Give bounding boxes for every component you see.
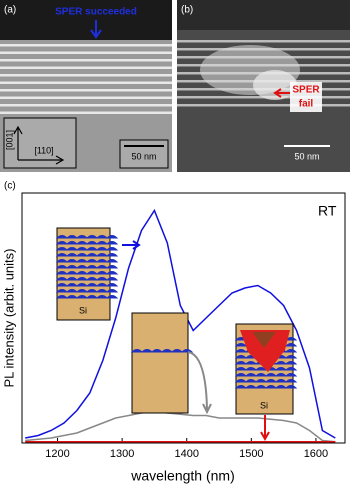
panel-label: (b) [181, 5, 193, 16]
orientation-label: [110] [34, 145, 53, 155]
layer [55, 265, 119, 269]
layer [234, 379, 298, 383]
layer [55, 271, 119, 275]
annotation: fail [299, 99, 314, 110]
y-axis-label: PL intensity (arbit. units) [1, 249, 16, 388]
plot-frame [21, 192, 346, 444]
tem-region [177, 0, 350, 30]
x-axis-label: wavelength (nm) [130, 468, 235, 484]
layer [177, 104, 350, 107]
annotation: SPER [292, 85, 320, 96]
layer [0, 74, 172, 77]
layer [0, 104, 172, 107]
annotation: RT [318, 203, 337, 219]
layer [234, 385, 298, 389]
x-tick-label: 1400 [174, 448, 198, 460]
layer [0, 81, 172, 84]
arrow [90, 20, 102, 39]
arrow [187, 351, 212, 415]
annotation: SPER succeeded [55, 7, 137, 18]
defect [252, 332, 276, 348]
layer [0, 59, 172, 62]
layer [0, 44, 172, 47]
panel-b: (b) SPER fail 50 nm [177, 0, 350, 172]
layer [55, 295, 119, 299]
inset [131, 312, 189, 414]
x-tick-label: 1300 [110, 448, 134, 460]
x-tick-label: 1200 [45, 448, 69, 460]
x-tick-label: 1600 [304, 448, 328, 460]
layer [0, 96, 172, 99]
chart: (c) RT PL intensity (arbit. units) wavel… [1, 181, 346, 484]
scale-label: 50 nm [131, 151, 156, 161]
layer [55, 241, 119, 245]
scale-label: 50 nm [294, 151, 319, 161]
layer [0, 111, 172, 114]
series-line [25, 411, 336, 443]
orientation-label: [001] [4, 130, 14, 150]
series-line [25, 208, 336, 439]
inset-label: Si [79, 305, 87, 315]
panel-label: (c) [4, 181, 16, 192]
layer [234, 373, 298, 377]
layer [177, 40, 350, 43]
arrow [122, 240, 141, 250]
layers [0, 44, 172, 114]
defect [240, 330, 290, 372]
layer [55, 253, 119, 257]
arrow [273, 88, 290, 98]
label-bg [290, 82, 322, 112]
layer [130, 349, 194, 353]
inset-label: Si [260, 400, 268, 410]
panel-label: (a) [4, 5, 16, 16]
axes-arrows [13, 125, 65, 165]
arrow [260, 415, 270, 442]
panel-a: (a) SPER succeeded [001] [110] 50 nm [0, 0, 172, 172]
layer [55, 277, 119, 281]
layer [55, 283, 119, 287]
layer [55, 259, 119, 263]
layer [55, 289, 119, 293]
layer [0, 89, 172, 92]
layer [0, 66, 172, 69]
scale-box [119, 139, 169, 169]
layer [55, 247, 119, 251]
tem-region [0, 0, 172, 40]
x-tick-label: 1500 [239, 448, 263, 460]
layer [55, 235, 119, 239]
layer [0, 51, 172, 54]
